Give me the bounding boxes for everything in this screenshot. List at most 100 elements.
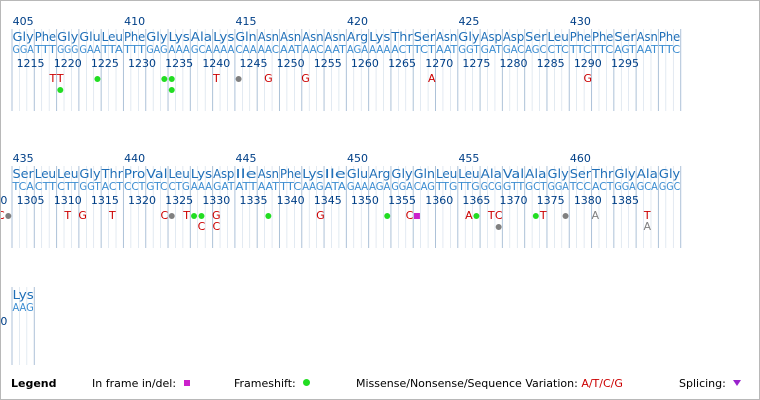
codon: CAA: [235, 43, 257, 56]
codon: GAG: [146, 43, 167, 56]
sequence-map: 405 410 415 420 425 430GlyGGAPheTTTGlyGGGGluG…: [1, 15, 682, 365]
frameshift-mark: [191, 213, 198, 219]
amino-acid: Lys: [213, 30, 234, 44]
amino-acid: Pro: [124, 167, 145, 181]
codon: TTC: [279, 180, 302, 193]
codon: AAT: [258, 180, 280, 193]
amino-acid: Ser: [525, 30, 546, 44]
nucleotide-position: 1225: [91, 57, 119, 70]
codon: TTT: [34, 43, 57, 56]
variant-base-label: G: [584, 72, 593, 85]
variant-base-label: G: [264, 72, 273, 85]
variant-base-label: T: [643, 209, 651, 222]
codon: ATT: [235, 180, 257, 193]
amino-acid: Phe: [592, 30, 613, 44]
variant-base-label: T: [212, 72, 220, 85]
codon: AAG: [302, 180, 323, 193]
amino-acid: Leu: [35, 167, 56, 181]
nucleotide-position: 1330: [202, 194, 230, 207]
amino-acid: Gly: [458, 30, 479, 44]
amino-acid: Leu: [102, 30, 123, 44]
nucleotide-position: 1215: [17, 57, 45, 70]
amino-acid: Gly: [57, 30, 78, 44]
inframe-indel-mark: [413, 213, 420, 219]
amino-acid: Leu: [458, 167, 479, 181]
amino-acid: Thr: [591, 167, 613, 181]
nucleotide-position: 1255: [314, 57, 342, 70]
variant-dot: [168, 213, 175, 219]
variant-base-label: C: [406, 209, 414, 222]
variant-base-label: T: [56, 72, 64, 85]
nucleotide-position: 1260: [351, 57, 379, 70]
frameshift-mark: [265, 213, 272, 219]
nucleotide-position: 1235: [165, 57, 193, 70]
codon: CTT: [35, 180, 57, 193]
nucleotide-position: 1310: [54, 194, 82, 207]
residue-number: 425: [458, 15, 479, 28]
amino-acid: Lys: [169, 30, 190, 44]
codon: AAT: [637, 43, 659, 56]
residue-number: 410: [124, 15, 145, 28]
codon: GGG: [57, 43, 78, 56]
codon: TTA: [101, 43, 124, 56]
residue-number: 455: [458, 152, 479, 165]
amino-acid: Ala: [481, 167, 502, 181]
variant-base-label: G: [301, 72, 310, 85]
codon: TCC: [569, 180, 592, 193]
nucleotide-position: 1360: [425, 194, 453, 207]
amino-acid: Leu: [57, 167, 78, 181]
codon: GAT: [213, 180, 235, 193]
legend-missense-values: A/T/C/G: [581, 377, 623, 390]
amino-acid: Arg: [347, 30, 368, 44]
amino-acid: Ala: [191, 30, 212, 44]
codon: TTG: [435, 180, 457, 193]
codon: CTG: [169, 180, 190, 193]
variant-base-label: A: [643, 220, 651, 233]
codon: TCT: [413, 43, 436, 56]
amino-acid: Ser: [414, 30, 435, 44]
nucleotide-position: 1285: [537, 57, 565, 70]
nucleotide-position: 1230: [128, 57, 156, 70]
variant-base-label: C: [198, 220, 206, 233]
codon: AAA: [369, 43, 391, 56]
residue-number: 445: [236, 152, 257, 165]
amino-acid: Leu: [169, 167, 190, 181]
amino-acid: Phe: [570, 30, 591, 44]
residue-number: 415: [236, 15, 257, 28]
codon: ACT: [592, 180, 614, 193]
codon: GAA: [347, 180, 369, 193]
frameshift-icon: [303, 379, 311, 386]
codon: GCG: [481, 180, 502, 193]
legend-missense: Missense/Nonsense/Sequence Variation: A/…: [356, 377, 623, 390]
amino-acid: Lys: [369, 30, 390, 44]
variant-base-label: T: [487, 209, 495, 222]
amino-acid: Gly: [13, 30, 34, 44]
nucleotide-position: 1300: [1, 194, 7, 207]
codon: AGA: [347, 43, 369, 56]
codon: TTC: [591, 43, 614, 56]
codon: AAT: [436, 43, 458, 56]
nucleotide-position: 1270: [425, 57, 453, 70]
codon: GAC: [503, 43, 525, 56]
legend-splicing-label: Splicing:: [679, 377, 726, 390]
variant-base-label: C: [495, 209, 503, 222]
codon: GAA: [79, 43, 101, 56]
codon: CCT: [124, 180, 146, 193]
variant-base-label: T: [63, 209, 71, 222]
codon: AAC: [258, 43, 280, 56]
nucleotide-position: 1340: [277, 194, 305, 207]
codon: TCA: [11, 180, 34, 193]
codon: GCA: [637, 180, 659, 193]
amino-acid: Phe: [35, 30, 56, 44]
variant-dot: [235, 76, 242, 82]
legend-inframe: In frame in/del:: [92, 377, 190, 390]
amino-acid: Asn: [436, 30, 457, 44]
amino-acid: Asn: [637, 30, 658, 44]
nucleotide-position: 1250: [277, 57, 305, 70]
nucleotide-position: 1325: [165, 194, 193, 207]
codon: GGA: [547, 180, 569, 193]
amino-acid: Ala: [637, 167, 658, 181]
codon: ACT: [391, 43, 413, 56]
codon: AAA: [213, 43, 235, 56]
